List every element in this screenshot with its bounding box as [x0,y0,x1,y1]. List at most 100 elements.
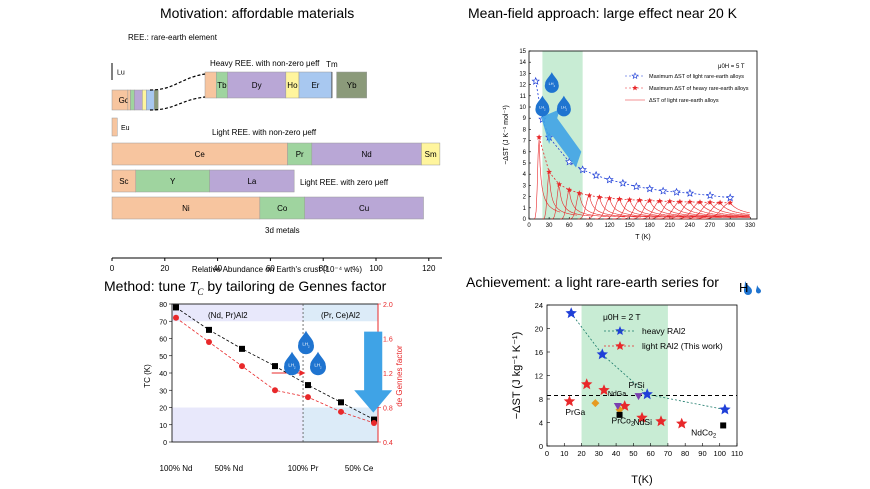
dg-point [206,338,212,345]
x-tick-label: 110 [731,449,743,458]
bar-segment [111,169,137,193]
heavy-max-point [606,195,613,201]
lh2-drop-2: LH2 [535,95,550,117]
light-max-point [705,191,715,200]
x-tick-label: 20 [160,264,169,273]
bar-segment [134,89,143,111]
delta-s-curve [655,201,750,220]
heavy-max-point [636,197,643,203]
y-tick-label: 9 [523,116,527,122]
heavy-max-point [536,134,542,140]
region-label-left: (Nd, Pr)Al2 [208,311,248,320]
region-label-right: (Pr, Ce)Al2 [321,311,361,320]
heavy-max-point [646,197,653,204]
legend-label: Maximum ΔST of light rare-earth alloys [649,74,744,80]
bar-label: Er [311,81,319,90]
legend-label: Maximum ΔST of heavy rare-earth alloys [649,86,749,92]
heavy-max-point [727,199,733,206]
lh2-drop-2: LH2 [284,351,300,376]
bar-segment [421,142,441,166]
x-tick-label: 70 [664,449,672,458]
light-point [655,415,667,427]
y-tick-label: 1 [523,206,527,212]
achievement-title-text: Achievement: a light rare-earth series f… [466,274,719,290]
heavy-max-point [717,199,723,206]
lh2-label: LH2 [561,106,568,112]
light-max-point [672,187,681,196]
legend-label: ΔST of light rare-earth alloys [649,98,719,104]
x-tick-label: 150 [625,223,636,229]
bar-segment [209,169,295,193]
light-max-point [685,188,695,197]
x-tick-label: 50% Ce [345,464,374,473]
x-tick-label: 270 [705,223,716,229]
y-tick-label: 5 [523,161,527,167]
title-h-letter: H [739,280,748,295]
lh2-sub: 2 [308,344,310,348]
dg-point [239,363,245,370]
point-label: NdGa [608,391,626,398]
temperature-band [581,305,668,446]
delta-s-curve [612,199,706,220]
method-title-t: T [189,280,198,295]
heavy-max-point [586,192,593,198]
bar-label: Ho [287,81,298,90]
delta-s-curve [594,197,674,220]
y-tick-label: 4 [539,419,543,428]
x-tick-label: 60 [566,223,573,229]
point-square [720,422,727,429]
achievement-title: Achievement: a light rare-earth series f… [466,274,719,290]
plot-frame [528,50,758,220]
y-tick-label: 6 [523,150,527,156]
water-drop-icon [284,351,300,376]
bar-segment [146,89,155,111]
dg-point [305,394,311,401]
x-tick-label: 300 [725,223,736,229]
lh2-drop-1: LH2 [544,72,559,93]
plot-frame [546,304,738,447]
delta-s-curve [647,201,750,220]
y-axis-label: −ΔST (J kg⁻¹ K⁻¹) [511,332,523,420]
y-tick-label-left: 40 [159,371,167,378]
delta-s-curve [664,201,751,220]
x-tick-label: 0 [110,264,115,273]
x-tick-label: 100 [369,264,383,273]
y-tick-label-left: 0 [163,440,167,447]
heavy-max-point [616,196,623,202]
group-label: Heavy REE. with non-zero μeff [210,59,320,68]
y-tick-label: 14 [519,60,526,66]
tc-point [206,326,212,333]
legend-marker-heavy [632,85,638,91]
y-tick-label: 24 [535,301,543,310]
bar-label: Dy [252,81,262,90]
bar-segment [127,89,131,111]
x-tick-label: 10 [560,449,568,458]
light-max-line [535,81,731,199]
y-tick-label-left: 10 [159,423,167,430]
x-tick-label: 0 [527,223,531,229]
y-tick-label: 20 [535,325,543,334]
water-drop-icon [556,95,571,117]
tc-point [239,345,245,352]
legend-marker-heavy [615,326,625,335]
tc-point [173,304,179,311]
y-tick-label-left: 70 [159,319,167,326]
delta-s-curve [621,199,722,220]
y-tick-label-right: 0.8 [383,406,393,413]
bar-segment [285,71,300,99]
bar-segment [259,196,305,220]
direction-arrow [541,109,582,168]
y-tick-label-left: 20 [159,406,167,413]
bar-label: Cu [359,204,369,213]
lh2-label: LH2 [539,106,546,112]
y-tick-label: 8 [523,127,527,133]
x-tick-label: 180 [645,223,656,229]
heavy-point [596,348,608,360]
x-tick-label: 60 [646,449,654,458]
light-max-point [632,182,641,191]
light-point [563,395,576,407]
bar-segment [304,196,424,220]
delta-s-curve [638,200,751,220]
y-axis-label: −ΔST (J K⁻¹ mol⁻¹) [503,105,510,165]
method-title-sub: C [197,286,204,297]
